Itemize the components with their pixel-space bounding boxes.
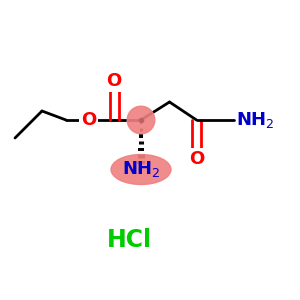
Circle shape (127, 106, 155, 134)
Text: O: O (81, 111, 96, 129)
Text: O: O (189, 150, 204, 168)
Text: HCl: HCl (106, 228, 152, 252)
Ellipse shape (111, 154, 171, 184)
Text: NH$_2$: NH$_2$ (236, 110, 274, 130)
Text: O: O (106, 72, 122, 90)
Text: NH$_2$: NH$_2$ (122, 159, 160, 179)
